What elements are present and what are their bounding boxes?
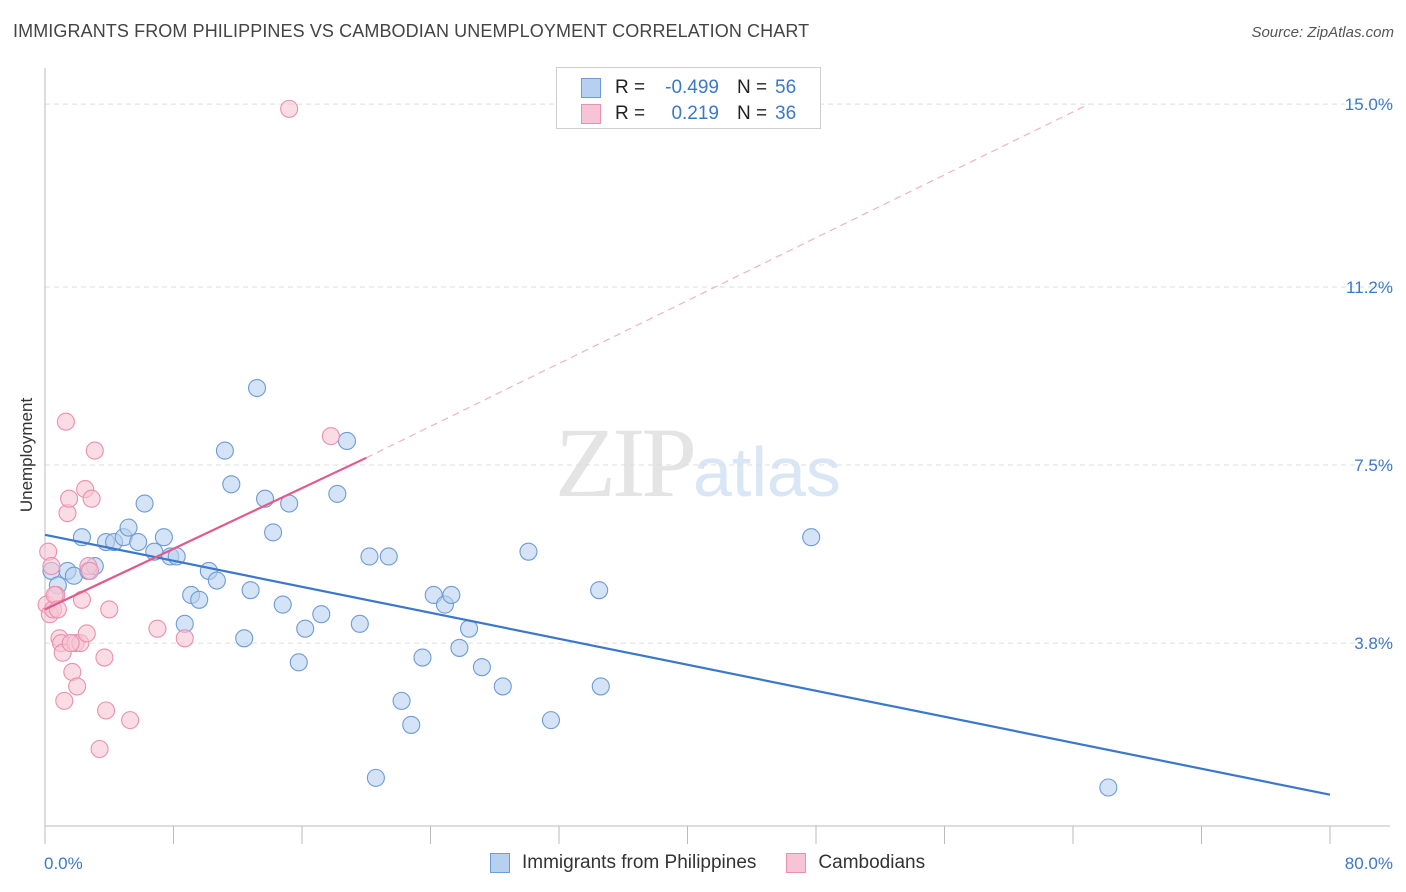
legend-r-label: R = [615,77,646,98]
cambodians-point [321,427,340,446]
legend-item-philippines[interactable]: Immigrants from Philippines [490,852,756,874]
philippines-point [1099,778,1118,797]
philippines-point [541,711,561,730]
cambodians-point [60,489,79,508]
philippines-point [119,518,138,537]
cambodians-point [55,691,74,710]
cambodians-point [96,701,116,720]
legend-label-cambodians: Cambodians [818,852,926,873]
philippines-point [247,378,267,398]
philippines-point [241,581,260,600]
philippines-point [190,590,209,609]
philippines-point [215,441,234,460]
legend-swatch-blue [581,78,601,98]
legend-swatch-blue [490,853,510,873]
philippines-point [289,653,308,672]
legend-r-label: R = [615,103,646,124]
cambodians-point [61,634,80,653]
source-credit: Source: ZipAtlas.com [1251,24,1394,41]
legend-r-value: 0.219 [671,103,719,124]
cambodians-point [121,711,140,730]
legend-swatch-pink [581,104,601,124]
chart-title: IMMIGRANTS FROM PHILIPPINES VS CAMBODIAN… [13,21,810,41]
philippines-point [135,494,154,513]
cambodians-point [175,629,194,648]
philippines-point [360,547,379,566]
philippines-point [207,571,226,590]
philippines-point [366,768,385,787]
philippines-point [413,648,432,667]
philippines-point [802,528,821,547]
philippines-point [519,542,538,561]
philippines-point [350,614,369,633]
watermark-atlas: atlas [693,433,841,511]
philippines-point [379,547,398,566]
philippines-point [312,605,331,624]
cambodians-trend-extension [365,103,1090,459]
x-tick-label: 0.0% [44,854,83,873]
cambodians-point [100,600,119,619]
y-tick-label: 11.2% [1346,278,1393,297]
philippines-point [264,523,283,542]
philippines-point [273,595,292,614]
philippines-point [296,619,315,638]
philippines-point [472,658,491,677]
philippines-trend-line [44,533,1331,796]
cambodians-point [68,677,87,696]
philippines-point [493,677,512,696]
cambodians-point [95,648,114,667]
watermark-zip: ZIP [555,407,697,518]
philippines-point [442,585,461,605]
philippines-point [235,629,254,648]
cambodians-point [280,99,299,118]
legend-row-philippines: R = -0.499 N = 56 [581,76,796,100]
philippines-point [392,691,411,710]
cambodians-trend-line [44,456,367,611]
legend-n-value: 36 [775,103,797,124]
legend-n-value: 56 [775,77,797,98]
cambodians-point [148,619,167,638]
legend-swatch-pink [786,853,807,873]
legend-item-cambodians[interactable]: Cambodians [786,852,925,874]
legend-n-label: N = [737,103,768,124]
philippines-point [337,431,357,451]
cambodians-point [82,489,101,508]
philippines-point [402,715,421,734]
cambodians-point [77,624,96,643]
philippines-point [129,532,148,552]
philippines-point [450,638,469,657]
legend-row-cambodians: R = 0.219 N = 36 [581,102,796,126]
philippines-point [328,484,347,503]
legend-label-philippines: Immigrants from Philippines [522,852,757,873]
y-tick-label: 15.0% [1345,95,1393,114]
cambodians-point [56,412,75,431]
philippines-point [591,677,610,696]
y-tick-label: 7.5% [1354,456,1393,475]
legend-n-label: N = [737,77,768,98]
y-tick-label: 3.8% [1354,634,1393,653]
cambodians-point [90,739,109,759]
correlation-legend: R = -0.499 N = 56 R = 0.219 N = 36 [556,67,821,129]
cambodians-point [42,557,61,576]
cambodians-point [85,441,104,460]
watermark: ZIPatlas [555,405,841,520]
series-legend: Immigrants from Philippines Cambodians [490,852,955,874]
philippines-point [590,581,609,600]
legend-r-value: -0.499 [665,77,719,98]
philippines-point [154,528,173,547]
philippines-point [222,475,241,494]
cambodians-point [80,561,100,580]
x-tick-label: 80.0% [1345,854,1393,873]
